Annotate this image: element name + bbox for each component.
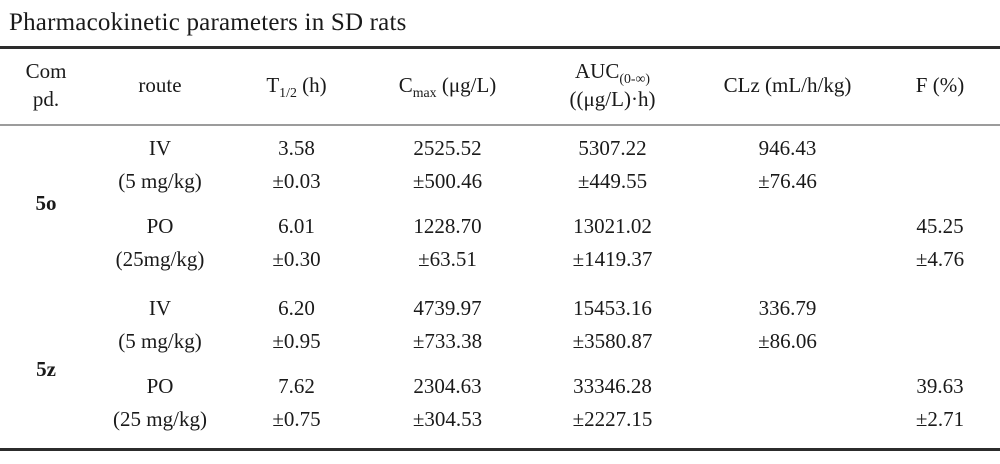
cmax-value-cell: 4739.97	[413, 295, 482, 320]
col-header-clz: CLz (mL/h/kg)	[723, 73, 852, 98]
clz-value-cell	[695, 358, 880, 403]
dose-cell: (5 mg/kg)	[118, 328, 202, 353]
auc-value-cell: 33346.28	[573, 373, 652, 398]
col-header-auc: AUC(0-∞) ((μg/L)·h)	[530, 48, 695, 125]
col-header-cmax: Cmax (μg/L)	[365, 48, 530, 125]
f-value-cell: 45.25	[916, 213, 964, 238]
auc-sd-cell: ±1419.37	[572, 246, 653, 271]
t12-unit: (h)	[296, 73, 327, 98]
table-row: (5 mg/kg) ±0.03 ±500.46 ±449.55 ±76.46	[0, 165, 1000, 198]
auc-sd-cell: ±3580.87	[572, 328, 653, 353]
f-value-cell	[880, 276, 1000, 325]
t12-value-cell: 3.58	[278, 135, 315, 160]
col-header-compound-line2: pd.	[32, 87, 60, 112]
clz-value-cell: 946.43	[758, 135, 817, 160]
dose-cell: (25mg/kg)	[115, 246, 205, 271]
col-header-route: route	[138, 73, 182, 98]
auc-value-cell: 5307.22	[578, 135, 647, 160]
t12-value-cell: 6.20	[278, 295, 315, 320]
clz-sd-cell	[695, 403, 880, 450]
t12-subscript: 1/2	[279, 85, 297, 101]
cmax-subscript: max	[412, 85, 437, 101]
cmax-value-cell: 1228.70	[413, 213, 482, 238]
t12-sd-cell: ±0.03	[272, 168, 321, 193]
col-header-compound: Com pd.	[0, 48, 92, 125]
table-row: 5o IV 3.58 2525.52 5307.22 946.43	[0, 125, 1000, 214]
auc-sd-cell: ±2227.15	[572, 406, 653, 431]
table-row: (5 mg/kg) ±0.95 ±733.38 ±3580.87 ±86.06	[0, 325, 1000, 358]
route-cell: IV	[148, 135, 172, 160]
header-row: Com pd. route T1/2 (h) Cmax (μg/L) AUC(0…	[0, 48, 1000, 125]
auc-subscript: (0-∞)	[619, 71, 650, 87]
dose-cell: (5 mg/kg)	[118, 168, 202, 193]
table-row: PO 6.01 1228.70 13021.02 45.25	[0, 198, 1000, 243]
table-row: PO 7.62 2304.63 33346.28 39.63	[0, 358, 1000, 403]
clz-value-cell: 336.79	[758, 295, 817, 320]
f-sd-cell: ±2.71	[915, 406, 965, 431]
table-body: 5o IV 3.58 2525.52 5307.22 946.43 (5 mg/…	[0, 125, 1000, 450]
col-header-compound-line1: Com	[25, 59, 67, 83]
clz-sd-cell: ±86.06	[758, 328, 817, 353]
col-header-f: F (%)	[915, 73, 965, 98]
t12-value-cell: 7.62	[278, 373, 315, 398]
table-header: Com pd. route T1/2 (h) Cmax (μg/L) AUC(0…	[0, 48, 1000, 125]
cmax-sd-cell: ±304.53	[412, 406, 483, 431]
f-value-cell: 39.63	[916, 373, 964, 398]
col-header-t12: T1/2 (h)	[228, 48, 365, 125]
t12-symbol: T	[266, 73, 280, 98]
t12-value-cell: 6.01	[278, 213, 315, 238]
route-cell: PO	[146, 373, 174, 398]
t12-sd-cell: ±0.30	[272, 246, 321, 271]
cmax-symbol: C	[398, 73, 413, 98]
t12-sd-cell: ±0.95	[272, 328, 321, 353]
cmax-sd-cell: ±63.51	[418, 246, 477, 271]
auc-sd-cell: ±449.55	[577, 168, 648, 193]
clz-value-cell	[695, 198, 880, 243]
table-row: (25 mg/kg) ±0.75 ±304.53 ±2227.15 ±2.71	[0, 403, 1000, 450]
table-row: 5z IV 6.20 4739.97 15453.16 336.79	[0, 276, 1000, 379]
cmax-value-cell: 2525.52	[413, 135, 482, 160]
auc-value-cell: 15453.16	[573, 295, 652, 320]
table-title: Pharmacokinetic parameters in SD rats	[9, 9, 407, 36]
route-cell: IV	[148, 295, 172, 320]
clz-sd-cell: ±76.46	[758, 168, 817, 193]
auc-value-cell: 13021.02	[573, 213, 652, 238]
route-cell: PO	[146, 213, 174, 238]
cmax-sd-cell: ±733.38	[412, 328, 483, 353]
cmax-unit: (μg/L)	[436, 73, 497, 98]
compound-cell: 5z	[36, 357, 56, 382]
table-row: (25mg/kg) ±0.30 ±63.51 ±1419.37 ±4.76	[0, 243, 1000, 276]
compound-cell: 5o	[35, 191, 57, 216]
clz-sd-cell	[695, 243, 880, 276]
dose-cell: (25 mg/kg)	[113, 406, 207, 431]
pharmacokinetics-table: Com pd. route T1/2 (h) Cmax (μg/L) AUC(0…	[0, 46, 1000, 451]
f-value-cell	[880, 125, 1000, 165]
col-header-auc-line2: ((μg/L)·h)	[569, 87, 656, 112]
auc-symbol: AUC	[575, 59, 620, 83]
col-header-auc-line1: AUC(0-∞)	[530, 57, 695, 87]
cmax-value-cell: 2304.63	[413, 373, 482, 398]
cmax-sd-cell: ±500.46	[412, 168, 483, 193]
t12-sd-cell: ±0.75	[272, 406, 321, 431]
f-sd-cell	[880, 325, 1000, 358]
f-sd-cell: ±4.76	[915, 246, 965, 271]
f-sd-cell	[880, 165, 1000, 198]
